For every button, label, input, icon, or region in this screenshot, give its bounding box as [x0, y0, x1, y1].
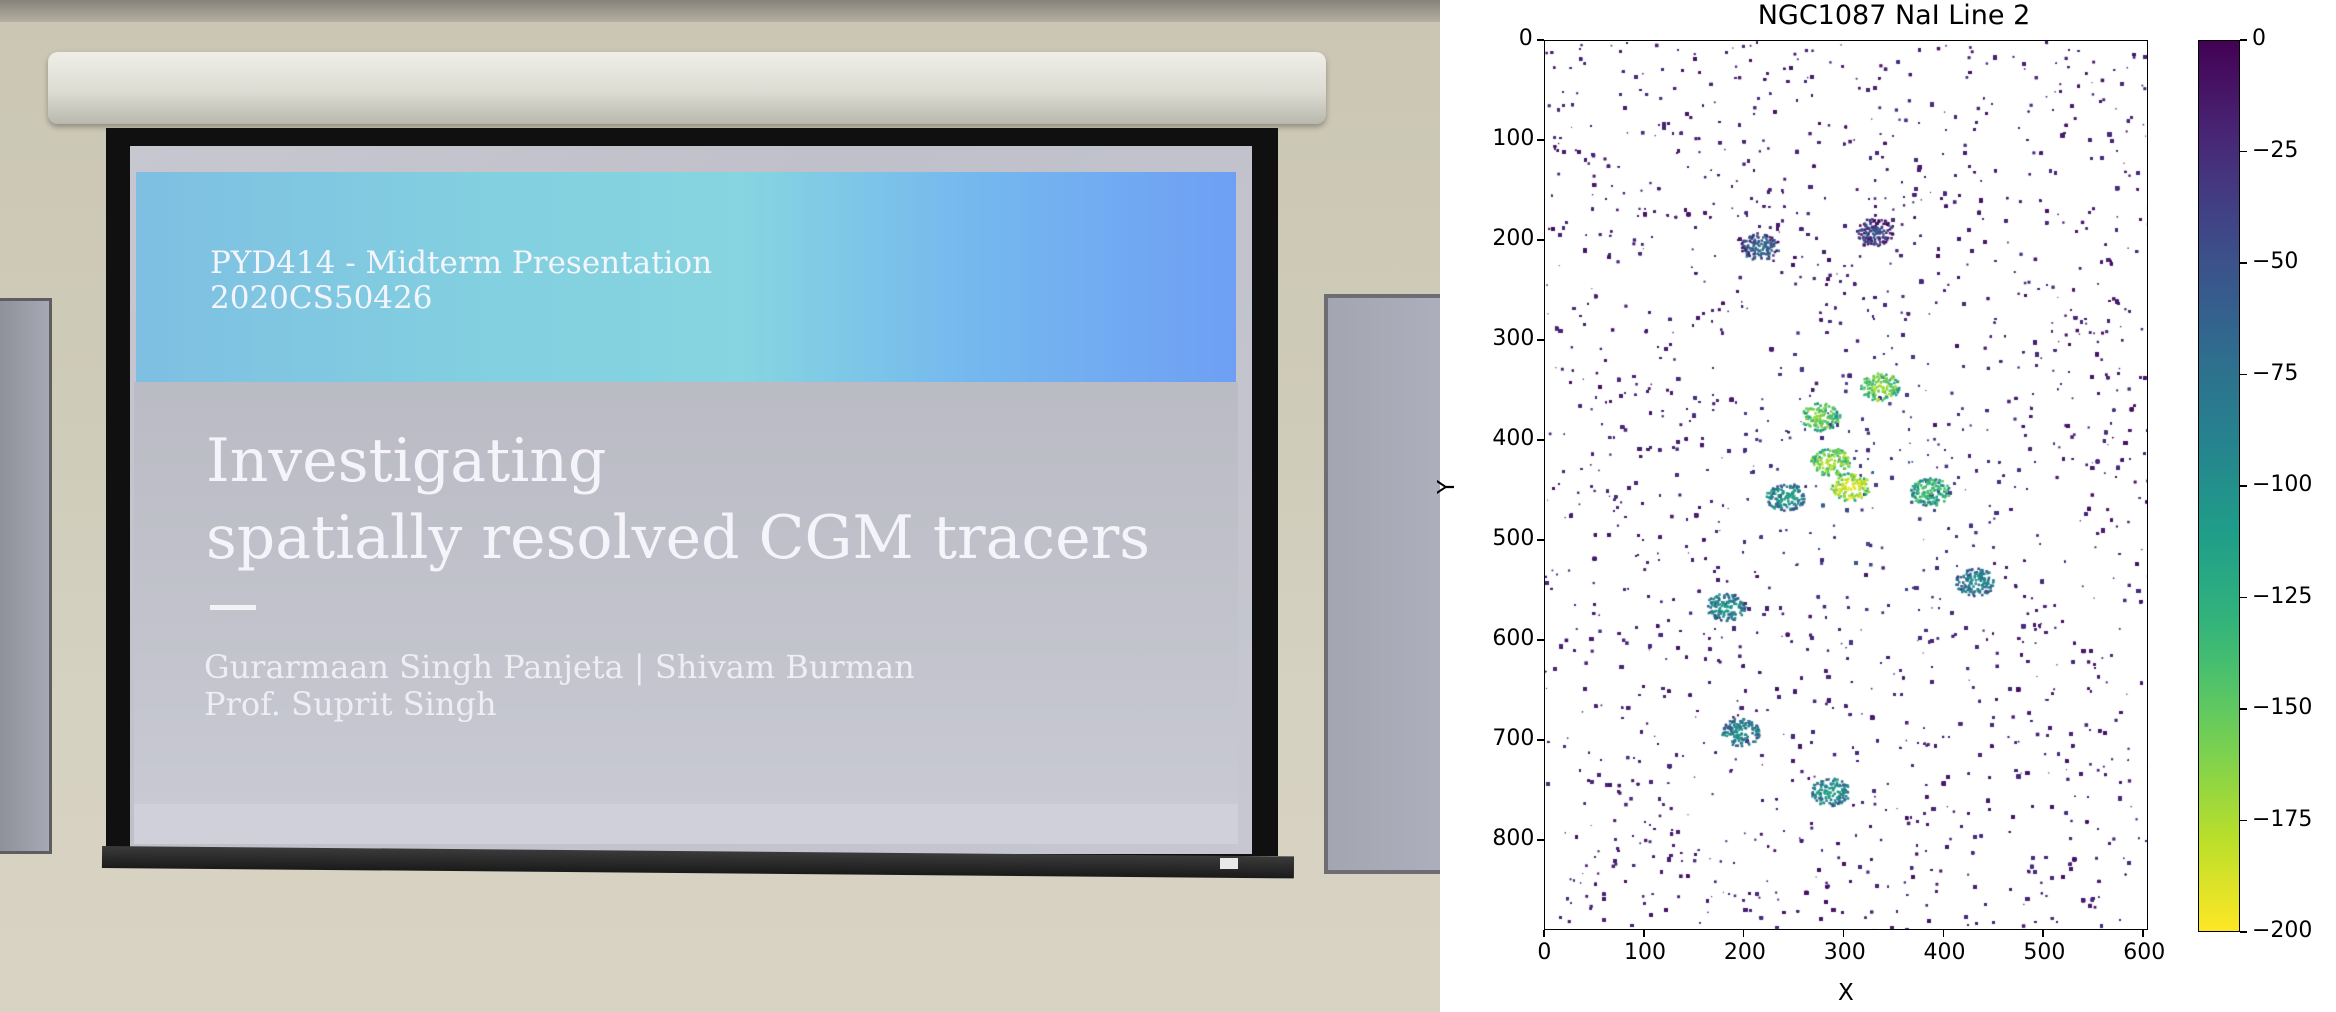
y-tick-label: 0	[1518, 26, 1533, 51]
y-tick-mark	[1537, 439, 1544, 441]
colorbar-tick-mark	[2240, 485, 2247, 487]
slide-professor: Prof. Suprit Singh	[204, 685, 497, 723]
slide-divider	[210, 605, 256, 610]
x-tick-label: 500	[2023, 940, 2066, 965]
colorbar-tick-label: −50	[2252, 249, 2299, 274]
projector-screen-housing	[48, 52, 1326, 124]
y-tick-mark	[1537, 839, 1544, 841]
colorbar-tick-label: −100	[2252, 472, 2313, 497]
colorbar-tick-label: −125	[2252, 583, 2313, 609]
colorbar-tick-mark	[2240, 150, 2247, 153]
y-tick-label: 800	[1492, 826, 1535, 851]
y-tick-mark	[1537, 139, 1544, 141]
y-tick-mark	[1537, 639, 1544, 641]
colorbar-tick-mark	[2240, 819, 2247, 822]
colorbar-tick-mark	[2240, 39, 2247, 41]
colorbar-tick-mark	[2240, 262, 2247, 264]
slide-footer	[134, 804, 1238, 844]
x-tick-mark	[1942, 930, 1945, 937]
ceiling	[0, 0, 1440, 22]
y-tick-label: 200	[1492, 226, 1535, 251]
colorbar-tick-label: −200	[2252, 918, 2313, 943]
screen-bar-label-tag	[1220, 858, 1238, 869]
x-axis-label: X	[1838, 980, 1854, 1006]
y-tick-mark	[1537, 239, 1544, 241]
y-tick-mark	[1537, 39, 1544, 41]
colorbar	[2198, 40, 2240, 932]
x-tick-mark	[2042, 930, 2044, 937]
x-tick-label: 0	[1537, 940, 1552, 965]
colorbar-tick-mark	[2240, 596, 2247, 599]
slide-authors: Gurarmaan Singh Panjeta | Shivam Burman	[204, 648, 915, 686]
colorbar-tick-label: −75	[2252, 360, 2299, 386]
slide-title-line-2: spatially resolved CGM tracers	[206, 503, 1151, 573]
y-tick-label: 500	[1492, 526, 1535, 551]
x-tick-label: 600	[2123, 940, 2166, 965]
slide-title-line-1: Investigating	[206, 426, 607, 496]
colorbar-tick-mark	[2240, 708, 2247, 710]
x-tick-mark	[1543, 930, 1545, 937]
x-tick-label: 400	[1923, 940, 1966, 965]
x-tick-mark	[1643, 930, 1645, 937]
y-tick-mark	[1537, 339, 1544, 341]
classroom-photo: PYD414 - Midterm Presentation 2020CS5042…	[0, 0, 1440, 1012]
heatmap-plot-area	[1544, 40, 2148, 930]
colorbar-tick-mark	[2240, 931, 2247, 933]
y-tick-mark	[1537, 539, 1544, 541]
x-tick-label: 200	[1723, 940, 1766, 965]
slide-body	[134, 382, 1238, 804]
y-tick-label: 600	[1492, 626, 1535, 651]
y-tick-label: 400	[1492, 426, 1535, 451]
colorbar-tick-label: 0	[2252, 26, 2266, 51]
x-tick-label: 100	[1624, 940, 1667, 965]
y-tick-label: 100	[1492, 126, 1535, 151]
whiteboard-right	[1324, 294, 1440, 874]
y-tick-label: 300	[1492, 326, 1535, 351]
slide-course-name: PYD414 - Midterm Presentation	[210, 245, 713, 281]
colorbar-tick-label: −25	[2252, 137, 2299, 163]
x-tick-mark	[1742, 930, 1745, 937]
y-axis-label: Y	[1434, 479, 1461, 495]
colorbar-tick-label: −175	[2252, 806, 2313, 832]
whiteboard-left	[0, 298, 52, 854]
colorbar-tick-label: −150	[2252, 695, 2313, 720]
x-tick-label: 300	[1823, 940, 1866, 965]
slide-header-band	[136, 172, 1236, 382]
colorbar-tick-mark	[2240, 373, 2247, 376]
x-tick-mark	[2142, 930, 2144, 937]
y-tick-mark	[1537, 739, 1544, 741]
y-tick-label: 700	[1492, 726, 1535, 751]
x-tick-mark	[1842, 930, 1845, 937]
chart-title: NGC1087 NaI Line 2	[1757, 0, 2031, 31]
heatmap-pixels	[1545, 41, 2147, 929]
slide-roll-number: 2020CS50426	[210, 280, 433, 316]
